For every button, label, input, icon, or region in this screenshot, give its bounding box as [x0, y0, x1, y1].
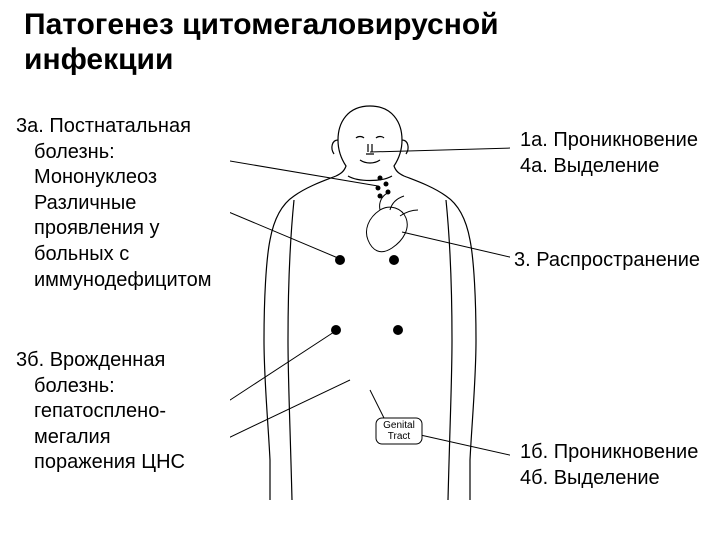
b3-text: 3. Распространение: [514, 249, 700, 271]
b3b-line3: гепатосплено-: [16, 399, 185, 425]
block-1a-4a: 1а. Проникновение 4а. Выделение: [520, 128, 698, 179]
heart-icon: [367, 192, 419, 252]
b3a-line6: больных с: [16, 242, 211, 268]
b3a-line1: 3а. Постнатальная: [16, 115, 191, 137]
block-1b-4b: 1б. Проникновение 4б. Выделение: [520, 440, 698, 491]
pointer-lines: [230, 148, 510, 456]
dot-right-mid: [393, 325, 403, 335]
dot-left-upper: [335, 255, 345, 265]
block-3a: 3а. Постнатальная болезнь: Мононуклеоз Р…: [16, 114, 211, 293]
b4a-text: 4а. Выделение: [520, 155, 659, 177]
genital-label-line1: Genital: [383, 420, 415, 431]
b3a-line3: Мононуклеоз: [16, 165, 211, 191]
b1a-text: 1а. Проникновение: [520, 129, 698, 151]
genital-label-line2: Tract: [388, 431, 411, 442]
b3b-line4: мегалия: [16, 425, 185, 451]
block-3b: 3б. Врожденная болезнь: гепатосплено- ме…: [16, 348, 185, 476]
page-title: Патогенез цитомегаловирусной инфекции: [24, 8, 624, 77]
b3a-line5: проявления у: [16, 216, 211, 242]
b3a-line7: иммунодефицитом: [16, 268, 211, 294]
block-3: 3. Распространение: [514, 248, 700, 274]
b3b-line1: 3б. Врожденная: [16, 349, 165, 371]
b3b-line2: болезнь:: [16, 374, 185, 400]
b3a-line4: Различные: [16, 191, 211, 217]
dot-right-upper: [389, 255, 399, 265]
b1b-text: 1б. Проникновение: [520, 441, 698, 463]
b4b-text: 4б. Выделение: [520, 467, 660, 489]
b3a-line2: болезнь:: [16, 140, 211, 166]
body-outline-icon: [264, 106, 476, 500]
genital-tract-label: Genital Tract: [370, 390, 422, 444]
b3b-line5: поражения ЦНС: [16, 450, 185, 476]
body-figure: Genital Tract: [230, 100, 510, 500]
